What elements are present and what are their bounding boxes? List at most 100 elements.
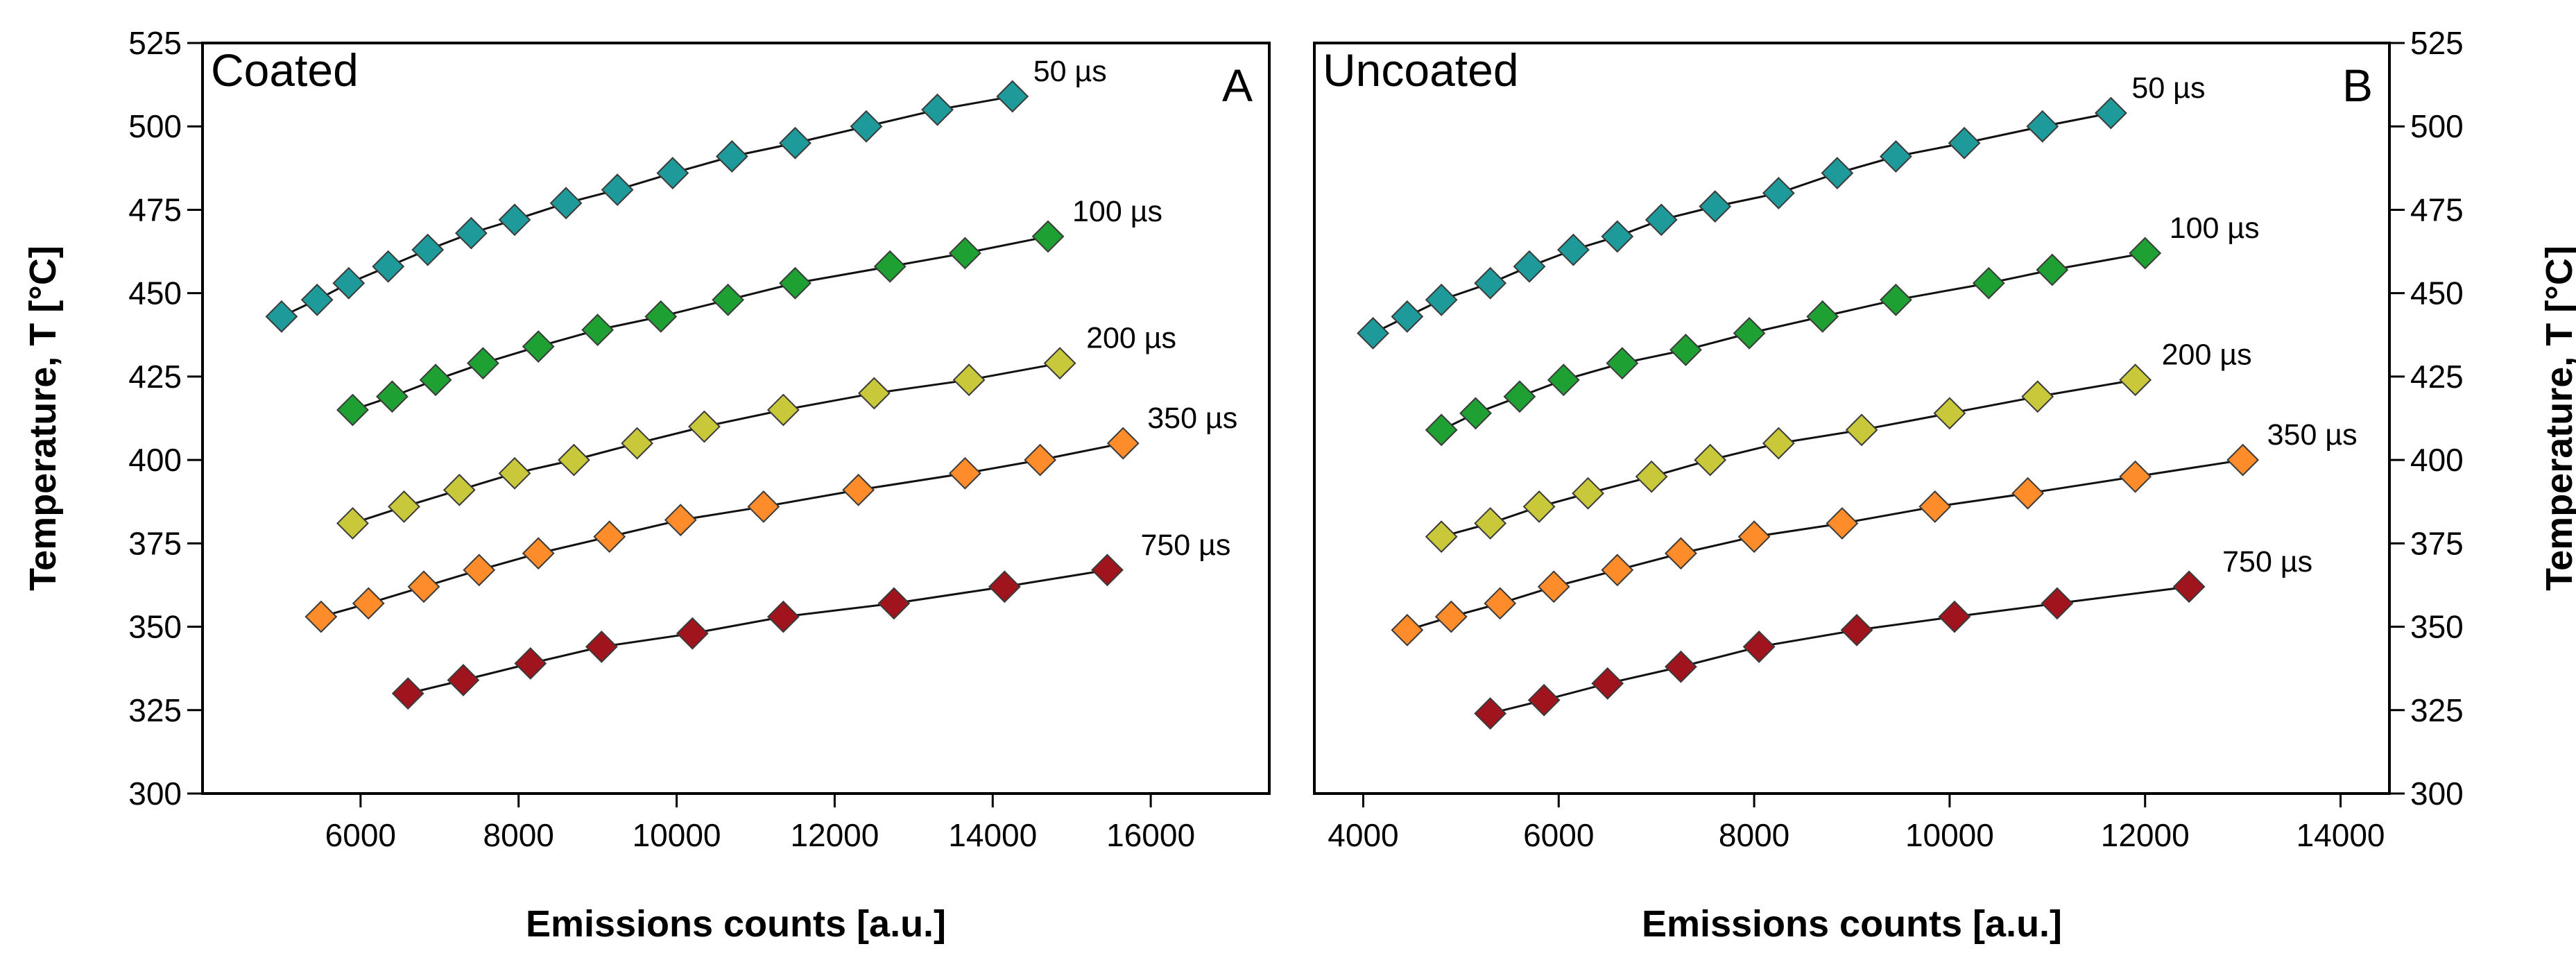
data-point [1547, 363, 1580, 397]
data-point [2129, 237, 2162, 270]
data-point [1106, 427, 1140, 460]
series-label: 50 µs [2131, 71, 2205, 105]
data-point [644, 300, 678, 333]
series-label: 750 µs [2222, 545, 2312, 578]
y-tick-label: 450 [128, 275, 182, 311]
data-point [372, 250, 405, 283]
x-tick-label: 8000 [1719, 817, 1789, 853]
series-100s: 100 µs [1425, 212, 2260, 447]
x-tick-label: 8000 [483, 817, 554, 853]
data-point [1938, 600, 1971, 633]
data-point [779, 266, 812, 300]
data-point [1031, 220, 1065, 253]
data-point [1484, 587, 1517, 620]
data-point [1391, 300, 1424, 333]
data-point [850, 110, 883, 143]
y-tick-label: 525 [2410, 25, 2464, 61]
data-point [419, 363, 452, 397]
series-200s: 200 µs [1425, 338, 2252, 554]
data-point [558, 443, 590, 477]
data-point [1948, 126, 1981, 160]
data-point [1459, 397, 1492, 430]
data-point [1503, 380, 1536, 413]
data-point [1474, 697, 1507, 730]
data-point [443, 473, 476, 506]
data-point [1664, 537, 1697, 570]
data-point [1425, 413, 1458, 447]
data-point [2172, 570, 2206, 603]
panel-letter-a: A [1222, 60, 1253, 111]
data-point [549, 187, 583, 220]
data-point [948, 456, 981, 490]
data-point [300, 283, 334, 316]
series-750s: 750 µs [1474, 545, 2312, 730]
x-tick-label: 4000 [1328, 817, 1398, 853]
y-tick-label: 300 [128, 775, 182, 812]
data-point [304, 600, 338, 633]
data-point [1669, 334, 1702, 366]
data-point [1845, 413, 1878, 447]
data-point [766, 393, 800, 427]
data-point [1635, 460, 1668, 493]
x-tick-label: 14000 [948, 817, 1037, 853]
y-tick-label: 500 [2410, 108, 2464, 144]
data-point [265, 300, 298, 333]
data-point [1694, 443, 1727, 477]
data-point [376, 380, 409, 413]
x-tick-label: 10000 [633, 817, 721, 853]
series-50s: 50 µs [1357, 71, 2205, 350]
data-point [2041, 587, 2074, 620]
data-point [1737, 520, 1771, 554]
data-point [747, 490, 780, 523]
data-point [1821, 157, 1854, 189]
data-point [1425, 283, 1458, 316]
data-point [873, 250, 907, 283]
y-tick-label: 375 [128, 525, 182, 561]
x-tick-label: 6000 [325, 817, 396, 853]
series-line [281, 95, 1013, 318]
data-point [766, 600, 800, 633]
data-point [463, 554, 496, 587]
series-100s: 100 µs [336, 195, 1162, 427]
data-point [1043, 347, 1076, 380]
data-point [1513, 250, 1546, 283]
data-point [2021, 380, 2054, 413]
data-point [1091, 554, 1124, 587]
data-point [1645, 203, 1678, 237]
series-50s: 50 µs [265, 55, 1107, 333]
data-point [391, 677, 424, 710]
data-point [676, 617, 709, 650]
data-point [1806, 300, 1839, 333]
data-point [336, 507, 369, 540]
data-point [712, 283, 745, 316]
series-line [1407, 458, 2243, 631]
data-point [952, 363, 986, 397]
series-label: 100 µs [2170, 212, 2260, 245]
x-tick-label: 16000 [1106, 817, 1195, 853]
data-point [842, 473, 875, 506]
data-point [454, 216, 488, 250]
series-350s: 350 µs [1391, 418, 2358, 646]
data-point [921, 93, 954, 126]
series-label: 350 µs [2267, 418, 2358, 452]
data-point [1024, 443, 1057, 477]
x-tick-label: 14000 [2296, 817, 2385, 853]
y-tick-label: 475 [2410, 191, 2464, 228]
data-point [715, 140, 748, 173]
data-point [1664, 650, 1697, 683]
data-point [664, 504, 697, 537]
data-point [581, 314, 615, 346]
data-point [1742, 630, 1776, 663]
data-point [1699, 190, 1732, 223]
panel-a-coated: 300 325 350 375 400 425 450 475 500 525 6000 8000 10… [22, 25, 1271, 945]
data-point [1606, 347, 1639, 380]
data-point [1879, 283, 1912, 316]
data-point [593, 520, 626, 554]
series-350s: 350 µs [304, 402, 1237, 633]
data-point [332, 266, 366, 300]
data-point [996, 80, 1029, 113]
series-label: 50 µs [1033, 55, 1107, 88]
data-point [498, 203, 531, 237]
series-line [1490, 585, 2190, 715]
